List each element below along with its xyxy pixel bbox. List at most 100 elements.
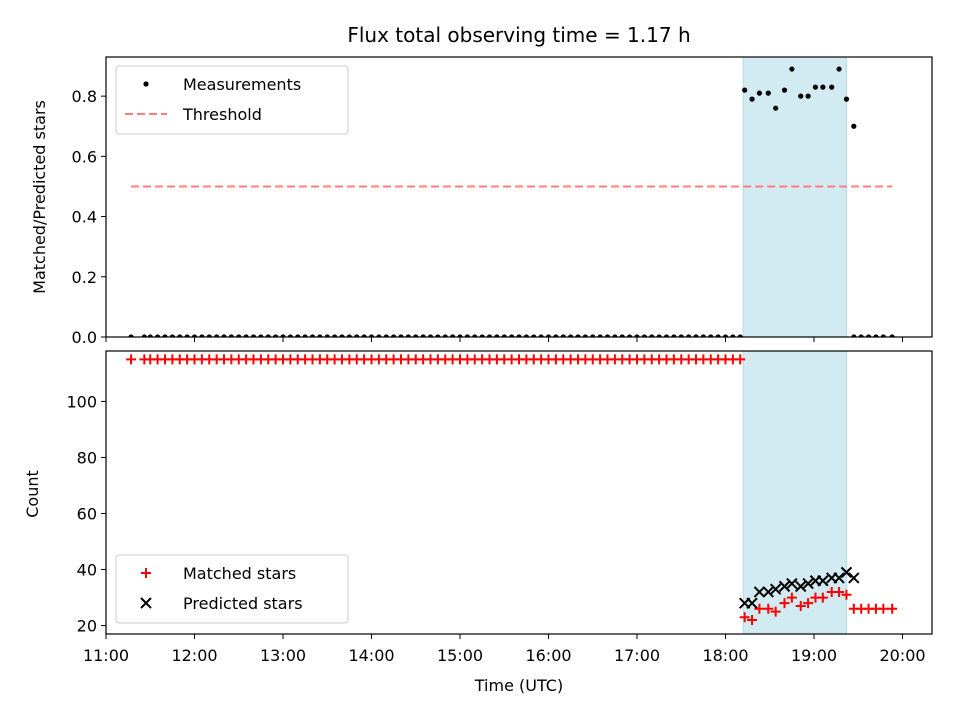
data-point <box>509 334 515 337</box>
data-point <box>295 334 301 337</box>
data-point <box>302 334 308 337</box>
data-point <box>590 334 596 337</box>
x-tick-label: 13:00 <box>260 646 306 665</box>
x-axis-label: Time (UTC) <box>474 676 563 695</box>
data-point <box>678 334 684 337</box>
x-tick-label: 15:00 <box>437 646 483 665</box>
x-tick-label: 12:00 <box>171 646 217 665</box>
data-point <box>722 334 729 337</box>
data-point <box>221 334 227 337</box>
data-point <box>126 354 137 365</box>
data-point <box>435 334 441 337</box>
plot-area <box>128 66 895 337</box>
data-point <box>553 334 559 337</box>
top-y-axis-label: Matched/Predicted stars <box>30 100 49 294</box>
data-point <box>753 586 766 598</box>
data-point <box>141 334 147 337</box>
data-point <box>878 603 889 614</box>
data-point <box>368 334 375 337</box>
data-point <box>339 334 345 337</box>
data-point <box>765 90 771 96</box>
legend-box <box>115 65 349 135</box>
data-point <box>309 334 316 337</box>
data-point <box>762 586 774 598</box>
data-point <box>887 603 898 614</box>
data-point <box>494 334 500 337</box>
data-point <box>597 334 603 337</box>
data-point <box>812 84 819 90</box>
data-point <box>840 566 853 579</box>
data-point <box>737 334 743 337</box>
bottom-panel: 20 40 60 80 100 11:00 12:00 13:00 14:00 15:00 16:0… <box>66 350 933 665</box>
data-point <box>206 334 212 337</box>
y-tick-label: 0.6 <box>72 147 97 166</box>
data-point <box>147 334 153 337</box>
data-point <box>769 583 782 595</box>
data-point <box>442 334 448 337</box>
x-tick-label: 19:00 <box>791 646 837 665</box>
data-point <box>779 598 790 609</box>
data-point <box>656 334 662 337</box>
data-point <box>834 586 845 597</box>
data-point <box>479 334 485 337</box>
data-point <box>354 334 360 337</box>
data-point <box>773 105 779 111</box>
legend-marker <box>143 81 149 87</box>
data-point <box>803 598 814 609</box>
legend-label: Threshold <box>182 105 262 124</box>
data-point <box>858 334 864 337</box>
data-point <box>582 334 588 337</box>
data-point <box>191 334 198 337</box>
x-tick-label: 18:00 <box>702 646 748 665</box>
data-point <box>747 614 758 625</box>
data-point <box>795 580 807 593</box>
data-point <box>405 334 411 337</box>
data-point <box>464 334 470 337</box>
data-point <box>516 334 522 337</box>
data-point <box>671 334 677 337</box>
data-point <box>781 87 788 93</box>
data-point <box>391 334 397 337</box>
data-point <box>214 334 220 337</box>
data-point <box>627 334 633 337</box>
axes-frame <box>105 56 933 338</box>
data-point <box>693 334 699 337</box>
data-point <box>420 334 426 337</box>
data-point <box>649 334 655 337</box>
data-point <box>749 96 755 102</box>
data-point <box>575 334 581 337</box>
data-point <box>265 334 271 337</box>
data-point <box>833 572 845 584</box>
data-point <box>820 84 826 90</box>
data-point <box>523 334 529 337</box>
data-point <box>155 334 161 337</box>
data-point <box>501 334 507 337</box>
data-point <box>545 334 552 337</box>
data-point <box>273 334 279 337</box>
data-point <box>634 334 640 337</box>
data-point <box>795 600 806 611</box>
data-point <box>754 603 765 614</box>
data-point <box>560 334 566 337</box>
bottom-y-axis-label: Count <box>23 470 42 518</box>
data-point <box>361 334 367 337</box>
data-point <box>317 334 323 337</box>
data-point <box>177 334 183 337</box>
y-tick-label: 80 <box>77 448 97 467</box>
data-point <box>612 334 618 337</box>
data-point <box>376 334 382 337</box>
data-point <box>199 334 205 337</box>
data-point <box>730 334 736 337</box>
data-point <box>786 577 798 590</box>
data-point <box>798 93 804 99</box>
legend-label: Matched stars <box>183 564 296 583</box>
data-point <box>739 612 750 623</box>
data-point <box>641 334 647 337</box>
data-point <box>383 334 389 337</box>
data-point <box>450 334 456 337</box>
axes-frame <box>105 350 933 635</box>
data-point <box>538 334 544 337</box>
data-point <box>236 334 242 337</box>
legend: Measurements Threshold <box>115 65 349 135</box>
